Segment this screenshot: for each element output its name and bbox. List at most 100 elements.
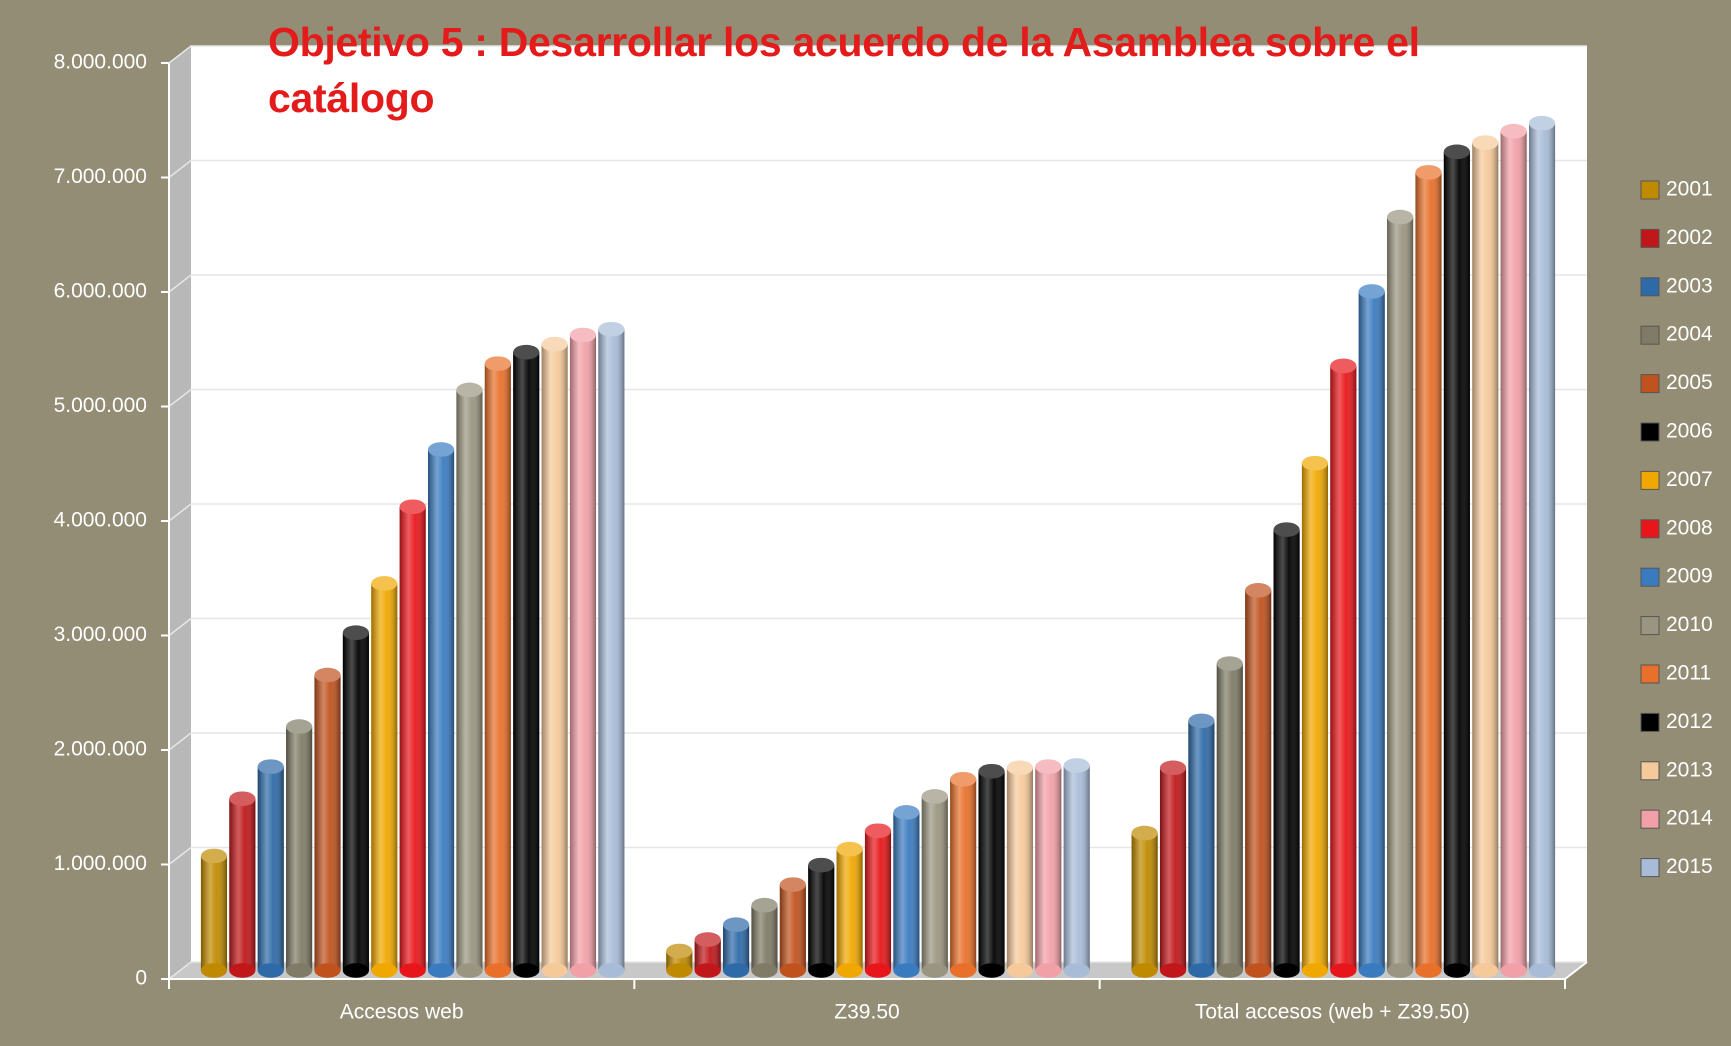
bar-top-highlight: [1472, 135, 1499, 150]
bar-top: [427, 442, 455, 457]
bar-shade: [569, 335, 597, 971]
y-tick-label: 4.000.000: [54, 509, 147, 532]
bar-shade: [808, 865, 835, 971]
legend-label: 2014: [1666, 807, 1713, 830]
legend-swatch: [1640, 858, 1660, 878]
chart-title: Objetivo 5 : Desarrollar los acuerdo de …: [268, 19, 1420, 121]
bar-base: [808, 963, 835, 978]
bar-shade: [598, 329, 625, 971]
bar-top-highlight: [723, 917, 750, 933]
grid-line: [168, 961, 1587, 980]
bar-top: [1500, 123, 1527, 139]
bar-base: [598, 963, 625, 978]
bar-base: [1472, 963, 1499, 978]
bar-top: [1472, 135, 1499, 150]
bar-top-highlight: [200, 848, 228, 864]
bar-base: [694, 963, 721, 978]
bar-shade: [1188, 720, 1215, 971]
bar-top: [723, 917, 750, 933]
bar-top: [1131, 825, 1158, 841]
bar-top-highlight: [1216, 656, 1243, 671]
bar-base: [893, 963, 920, 978]
bar-top: [1188, 713, 1215, 729]
bar-base: [1301, 963, 1329, 978]
bar-top: [950, 771, 977, 787]
bar-top-highlight: [427, 442, 455, 457]
x-tick-label: Accesos web: [340, 1001, 464, 1024]
bar-shade: [314, 675, 341, 971]
legend-label: 2015: [1666, 855, 1713, 878]
bar-shade: [893, 812, 920, 971]
bar-top-highlight: [836, 841, 863, 857]
bar-top: [342, 625, 369, 641]
bar-shade: [1159, 767, 1187, 971]
bar-top-highlight: [950, 771, 977, 787]
bar-top-highlight: [1063, 758, 1090, 773]
bar-base: [1443, 963, 1470, 978]
bar-top-highlight: [342, 625, 369, 641]
legend-label: 2004: [1666, 323, 1713, 346]
bar-top-highlight: [1330, 358, 1357, 374]
bar-shade: [1330, 365, 1357, 971]
bar-top-highlight: [1131, 825, 1158, 841]
legend-swatch: [1640, 277, 1660, 297]
bar-shade: [864, 830, 892, 971]
bar-shade: [1301, 463, 1329, 971]
grid-line: [168, 503, 1587, 522]
legend-swatch: [1640, 761, 1660, 781]
grid-line: [168, 388, 1587, 408]
bar-top-highlight: [286, 719, 313, 734]
bar-top-highlight: [1245, 583, 1272, 598]
bar-top: [1387, 209, 1414, 225]
bar-base: [229, 963, 256, 978]
bar-base: [836, 963, 863, 978]
bar-top-highlight: [751, 897, 778, 913]
bar-top-highlight: [978, 763, 1005, 779]
legend-label: 2008: [1666, 516, 1713, 539]
bar-top: [1528, 115, 1556, 131]
bar-top-highlight: [808, 857, 835, 873]
bar-base: [1245, 963, 1272, 978]
bar-shade: [1528, 123, 1556, 971]
bar-top-highlight: [1415, 165, 1442, 180]
bar-base: [456, 963, 483, 978]
bar-shade: [1387, 217, 1414, 971]
bar-top-highlight: [229, 791, 256, 807]
bar-top-highlight: [694, 932, 721, 947]
legend-label: 2006: [1666, 420, 1713, 443]
bar-base: [1387, 963, 1414, 978]
bar-top: [229, 791, 256, 807]
bar-top: [893, 805, 920, 820]
bar-shade: [342, 632, 369, 971]
bar-shade: [427, 449, 455, 971]
bar-base: [1528, 963, 1556, 978]
bar-base: [779, 963, 806, 978]
x-axis-depth: [1564, 961, 1588, 980]
bar-base: [864, 963, 892, 978]
bar-base: [1063, 963, 1090, 978]
bar-top: [569, 327, 597, 343]
grid-line: [168, 274, 1587, 293]
bar-top-highlight: [456, 382, 483, 398]
y-tick-label: 2.000.000: [54, 738, 147, 761]
bar-top: [1159, 760, 1187, 776]
bar-top: [513, 344, 540, 360]
bar-top-highlight: [257, 759, 284, 775]
bar-base: [484, 963, 511, 978]
bar-shade: [257, 766, 284, 971]
bar-top-highlight: [598, 321, 625, 337]
bar-top-highlight: [779, 877, 806, 892]
bar-base: [200, 963, 228, 978]
bar-base: [751, 963, 778, 978]
legend-swatch: [1640, 422, 1660, 442]
bar-top-highlight: [666, 943, 693, 959]
bar-top: [1216, 656, 1243, 671]
legend-label: 2002: [1666, 226, 1713, 249]
legend-swatch: [1640, 228, 1660, 248]
y-tick-label: 7.000.000: [54, 165, 147, 188]
bar-shade: [1443, 151, 1470, 971]
bar-base: [978, 963, 1005, 978]
bar-base: [1006, 963, 1033, 978]
bar-top: [666, 943, 693, 959]
